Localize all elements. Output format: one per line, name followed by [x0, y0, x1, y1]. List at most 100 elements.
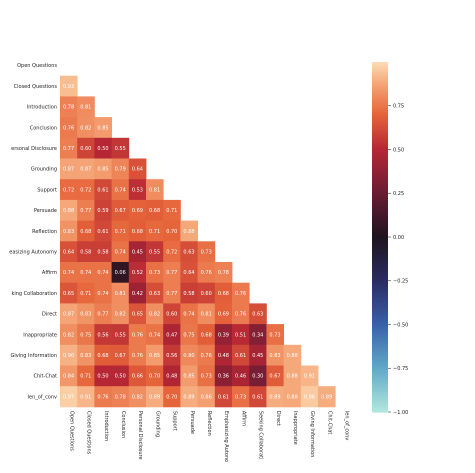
colorbar-segment: [372, 344, 388, 348]
heatmap-cell: [111, 199, 130, 221]
heatmap-cell: [77, 96, 95, 118]
column-tick-label: Closed Questions: [86, 411, 92, 455]
heatmap-cell: [300, 365, 319, 387]
heatmap-cell: [163, 282, 181, 304]
cell-value-label: 0.61: [235, 353, 246, 359]
heatmap-cell: [180, 365, 198, 387]
heatmap-cell: [77, 137, 95, 159]
heatmap-cell: [214, 324, 233, 346]
heatmap-cell: [77, 220, 95, 242]
heatmap-cell: [163, 344, 181, 366]
heatmap-cell: [128, 386, 147, 408]
heatmap-cell: [180, 303, 198, 325]
cell-value-label: 0.48: [218, 353, 229, 359]
cell-value-label: 0.89: [269, 394, 280, 400]
cell-value-label: 0.65: [132, 312, 143, 318]
heatmap-cell: [180, 241, 198, 263]
cell-value-label: 0.82: [63, 332, 74, 338]
colorbar-segment: [372, 167, 388, 171]
colorbar-segment: [372, 282, 388, 286]
heatmap-cell: [146, 220, 164, 242]
row-tick-label: Reflection: [32, 229, 57, 235]
heatmap-cell: [163, 220, 181, 242]
cell-value-label: 0.69: [132, 208, 143, 214]
colorbar-segment: [372, 152, 388, 156]
cell-value-label: 0.73: [269, 332, 280, 338]
colorbar-segment: [372, 297, 388, 301]
colorbar-segment: [372, 267, 388, 271]
cell-value-label: 0.68: [97, 353, 108, 359]
column-tick-label: Affirm: [240, 411, 246, 426]
heatmap-cell: [94, 220, 112, 242]
cell-value-label: 0.83: [269, 353, 280, 359]
heatmap-cell: [111, 386, 130, 408]
colorbar-segment: [372, 289, 388, 293]
heatmap-cell: [111, 303, 130, 325]
heatmap-cell: [94, 303, 112, 325]
colorbar-segment: [372, 67, 388, 71]
heatmap-cell: [60, 303, 78, 325]
cell-value-label: 0.74: [183, 312, 194, 318]
cell-value-label: 0.72: [63, 187, 74, 193]
cell-value-label: 0.81: [80, 105, 91, 111]
colorbar-segment: [372, 99, 388, 103]
heatmap-cell: [146, 199, 164, 221]
heatmap-cell: [128, 365, 147, 387]
colorbar-segment: [372, 172, 388, 176]
colorbar-segment: [372, 79, 388, 83]
heatmap-cell: [94, 282, 112, 304]
colorbar-segment: [372, 184, 388, 188]
cell-value-label: 0.64: [132, 167, 143, 173]
heatmap-cell: [60, 282, 78, 304]
colorbar-segment: [372, 337, 388, 341]
cell-value-label: 0.50: [115, 374, 126, 380]
cell-value-label: 0.47: [166, 332, 177, 338]
colorbar-segment: [372, 89, 388, 93]
colorbar-segment: [372, 404, 388, 408]
colorbar-tick-label: −0.50: [393, 322, 408, 328]
cell-value-label: 0.45: [132, 249, 143, 255]
cell-value-label: 0.81: [115, 291, 126, 297]
colorbar-segment: [372, 284, 388, 288]
colorbar-segment: [372, 212, 388, 216]
heatmap-cell: [60, 365, 78, 387]
cell-value-label: 0.85: [97, 167, 108, 173]
colorbar-segment: [372, 342, 388, 346]
cell-value-label: 0.36: [218, 374, 229, 380]
cell-value-label: 0.39: [218, 332, 229, 338]
row-tick-label: Introduction: [27, 105, 57, 111]
cell-value-label: 0.85: [183, 374, 194, 380]
colorbar-segment: [372, 354, 388, 358]
heatmap-cell: [111, 158, 130, 180]
colorbar-segment: [372, 362, 388, 366]
cell-value-label: 0.74: [63, 270, 74, 276]
cell-value-label: 0.76: [235, 312, 246, 318]
heatmap-cell: [128, 344, 147, 366]
heatmap-cell: [60, 262, 78, 284]
colorbar-segment: [372, 109, 388, 113]
heatmap-cell: [146, 282, 164, 304]
row-tick-label: Affirm: [42, 270, 57, 276]
colorbar-segment: [372, 294, 388, 298]
cell-value-label: 0.81: [149, 187, 160, 193]
column-tick-label: Chit-Chat: [326, 411, 332, 435]
cell-value-label: 0.71: [166, 208, 177, 214]
colorbar-segment: [372, 302, 388, 306]
heatmap-cell: [214, 386, 233, 408]
heatmap-cell: [283, 344, 302, 366]
colorbar-segment: [372, 192, 388, 196]
colorbar-segment: [372, 349, 388, 353]
colorbar-segment: [372, 147, 388, 151]
cell-value-label: 0.78: [218, 270, 229, 276]
heatmap-cell: [180, 324, 198, 346]
heatmap-cell: [77, 199, 95, 221]
row-tick-label: Open Questions: [17, 63, 57, 69]
cell-value-label: 0.82: [149, 312, 160, 318]
cell-value-label: 0.61: [252, 394, 263, 400]
cell-value-label: 0.76: [97, 394, 108, 400]
heatmap-cell: [266, 365, 284, 387]
column-tick-label: Giving Information: [309, 411, 315, 458]
colorbar-segment: [372, 319, 388, 323]
colorbar-tick-label: 0.75: [393, 104, 404, 110]
cell-value-label: 0.59: [97, 208, 108, 214]
